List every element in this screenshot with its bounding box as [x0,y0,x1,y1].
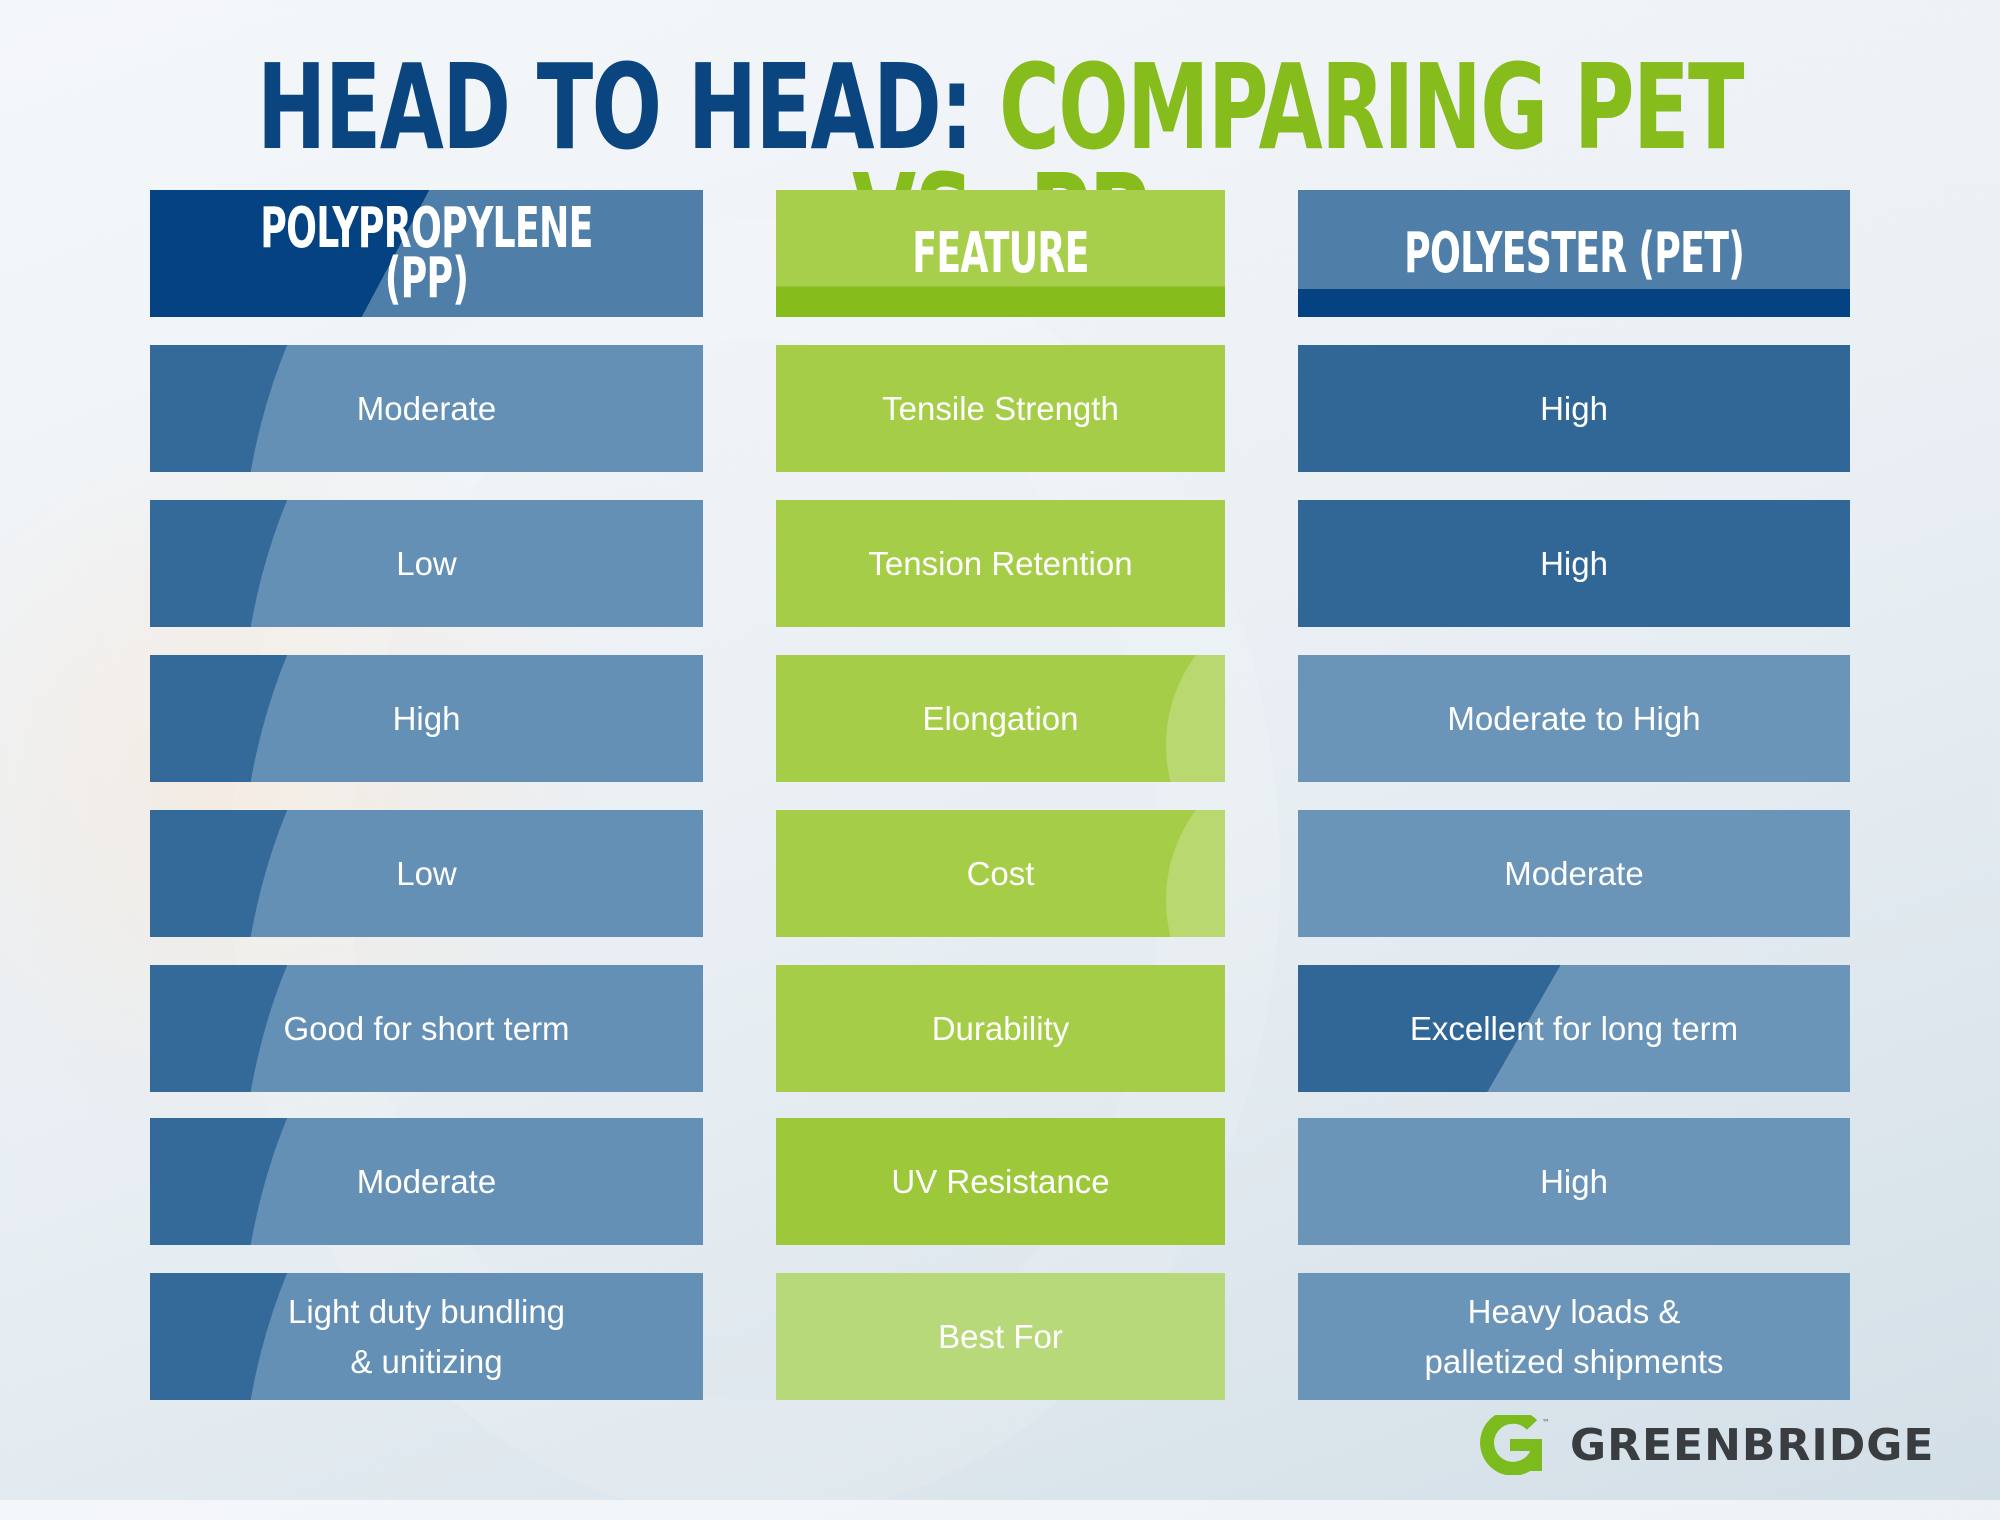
pp-cell: Low [150,810,703,937]
pp-value: Light duty bundling & unitizing [287,1292,566,1380]
feature-cell: UV Resistance [776,1118,1225,1245]
pet-value: High [1540,544,1608,582]
header-feature: FEATURE [776,190,1225,317]
header-polypropylene: POLYPROPYLENE (PP) [150,190,703,317]
feature-label: Best For [938,1317,1063,1355]
pp-value: High [392,699,461,737]
feature-label: Cost [966,854,1035,892]
pet-cell: High [1298,500,1850,627]
greenbridge-logo: ™ GREENBRIDGE [1480,1409,1935,1476]
feature-label: Durability [931,1009,1070,1047]
pet-cell: Moderate to High [1298,655,1850,782]
feature-label: Elongation [922,699,1079,737]
header-polyester: POLYESTER (PET) [1298,190,1850,317]
feature-cell: Tension Retention [776,500,1225,627]
pet-cell: High [1298,345,1850,472]
title-part-1: HEAD TO HEAD: [257,38,1000,176]
pp-value: Moderate [356,1162,497,1200]
pet-value: Heavy loads & palletized shipments [1424,1292,1724,1380]
pet-value: Excellent for long term [1409,1009,1739,1047]
feature-label: Tension Retention [868,544,1133,582]
pp-cell: High [150,655,703,782]
pet-value: High [1540,389,1608,427]
header-feature-label: FEATURE [912,220,1089,286]
logo-text: GREENBRIDGE [1570,1419,1935,1471]
pp-cell: Good for short term [150,965,703,1092]
pet-cell: Moderate [1298,810,1850,937]
header-pp-label: POLYPROPYLENE (PP) [260,195,593,311]
pp-value: Low [396,854,457,892]
pp-cell: Low [150,500,703,627]
pet-value: Moderate [1504,854,1644,892]
pp-value: Good for short term [283,1009,570,1047]
pet-cell: High [1298,1118,1850,1245]
feature-cell: Elongation [776,655,1225,782]
feature-cell: Tensile Strength [776,345,1225,472]
greenbridge-g-arrow-icon: ™ [1480,1409,1552,1476]
pp-value: Low [396,544,457,582]
feature-cell: Cost [776,810,1225,937]
feature-cell: Best For [776,1273,1225,1400]
pet-cell: Heavy loads & palletized shipments [1298,1273,1850,1400]
header-pet-label: POLYESTER (PET) [1404,220,1745,286]
pp-cell: Moderate [150,1118,703,1245]
pet-value: High [1540,1162,1608,1200]
feature-label: UV Resistance [891,1162,1110,1200]
pet-value: Moderate to High [1447,699,1701,737]
pp-cell: Light duty bundling & unitizing [150,1273,703,1400]
pet-cell: Excellent for long term [1298,965,1850,1092]
pp-value: Moderate [356,389,497,427]
feature-label: Tensile Strength [882,389,1119,427]
pp-cell: Moderate [150,345,703,472]
feature-cell: Durability [776,965,1225,1092]
svg-text:™: ™ [1542,1418,1550,1427]
